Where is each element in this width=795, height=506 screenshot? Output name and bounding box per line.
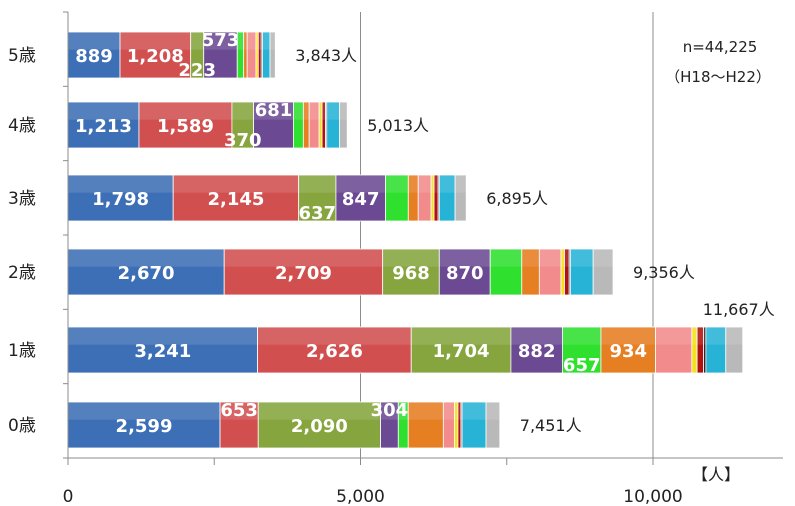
segment-label-1-2: 370 [224, 130, 262, 151]
x-tick-label-0: 0 [63, 487, 74, 506]
segment-label-2-0: 1,798 [92, 189, 149, 210]
x-tick-label-1: 5,000 [336, 487, 385, 506]
total-label-0: 3,843人 [295, 46, 357, 65]
segment-label-5-3: 304 [371, 400, 409, 421]
bar-segment-0-1 [119, 31, 192, 79]
bar-segment-4-4 [562, 326, 602, 374]
segment-label-3-2: 968 [392, 263, 430, 284]
segment-label-4-0: 3,241 [134, 341, 191, 362]
segment-label-2-2: 637 [299, 203, 337, 224]
bar-segments [67, 31, 744, 449]
bar-segment-1-11 [339, 101, 348, 149]
category-label-2: 3歳 [8, 189, 36, 209]
bar-gloss-5 [68, 402, 500, 420]
bar-segment-3-11 [592, 248, 614, 296]
segment-label-0-3: 573 [202, 30, 240, 51]
segment-label-4-2: 1,704 [433, 341, 490, 362]
segment-label-4-3: 882 [518, 341, 556, 362]
bar-segment-2-0 [67, 174, 174, 222]
segment-label-5-0: 2,599 [116, 416, 173, 437]
bar-segment-0-3 [203, 31, 238, 79]
category-label-4: 1歳 [8, 341, 36, 361]
total-label-5: 7,451人 [520, 416, 582, 435]
bar-gloss-3 [68, 249, 614, 267]
grid-lines [360, 12, 654, 458]
sample-size-note: n=44,225 [683, 38, 758, 56]
segment-label-2-3: 847 [342, 189, 380, 210]
total-label-4: 11,667人 [703, 300, 775, 319]
bar-segment-4-5 [600, 326, 656, 374]
bar-segment-1-3 [253, 101, 294, 149]
bar-gloss-2 [68, 175, 467, 193]
bar-segment-5-11 [485, 401, 501, 449]
segment-label-4-4: 657 [563, 355, 601, 376]
bar-segment-3-0 [67, 248, 225, 296]
segment-label-0-0: 889 [75, 46, 113, 67]
segment-label-3-1: 2,709 [275, 263, 332, 284]
bar-segment-5-1 [219, 401, 259, 449]
segment-label-3-0: 2,670 [118, 263, 175, 284]
bar-segment-4-2 [410, 326, 512, 374]
category-label-0: 5歳 [8, 46, 36, 66]
bar-segment-3-3 [438, 248, 491, 296]
segment-label-4-1: 2,626 [306, 341, 363, 362]
total-label-3: 9,356人 [633, 263, 695, 282]
bar-segment-0-11 [269, 31, 276, 79]
bar-gloss-0 [68, 32, 276, 50]
segment-label-3-3: 870 [446, 263, 484, 284]
segment-label-0-1: 1,208 [127, 46, 184, 67]
bar-segment-5-0 [67, 401, 221, 449]
segment-label-2-1: 2,145 [207, 189, 264, 210]
segment-label-1-0: 1,213 [75, 116, 132, 137]
bar-segment-4-11 [725, 326, 744, 374]
segment-label-1-1: 1,589 [157, 116, 214, 137]
bar-segment-5-2 [257, 401, 381, 449]
bar-segment-4-0 [67, 326, 258, 374]
bar-segment-2-11 [454, 174, 467, 222]
period-note: （H18〜H22） [665, 68, 771, 86]
segment-label-4-5: 934 [609, 341, 647, 362]
bar-segment-5-5 [407, 401, 444, 449]
category-labels: 5歳 4歳 3歳 2歳 1歳 0歳 [8, 46, 36, 436]
bar-gloss-4 [68, 327, 743, 345]
segment-label-5-2: 2,090 [291, 416, 348, 437]
segment-label-5-1: 653 [220, 400, 258, 421]
bar-segment-4-1 [257, 326, 412, 374]
category-label-1: 4歳 [8, 116, 36, 136]
x-axis: 0 5,000 10,000 [63, 11, 783, 506]
category-label-5: 0歳 [8, 416, 36, 436]
bar-segment-3-2 [382, 248, 440, 296]
total-label-2: 6,895人 [486, 189, 548, 208]
category-label-3: 2歳 [8, 263, 36, 283]
total-label-1: 5,013人 [367, 116, 429, 135]
bar-gloss-1 [68, 102, 348, 120]
segment-label-1-3: 681 [255, 100, 293, 121]
bar-segment-2-3 [335, 174, 386, 222]
bar-segment-2-1 [172, 174, 300, 222]
x-tick-label-2: 10,000 [623, 487, 682, 506]
total-labels: 3,843人 5,013人 6,895人 9,356人 11,667人 7,451人 [295, 46, 774, 435]
bar-segment-4-6 [655, 326, 693, 374]
bar-segment-2-2 [298, 174, 337, 222]
segment-label-0-2: 223 [178, 60, 216, 81]
x-axis-unit: 【人】 [692, 465, 740, 484]
